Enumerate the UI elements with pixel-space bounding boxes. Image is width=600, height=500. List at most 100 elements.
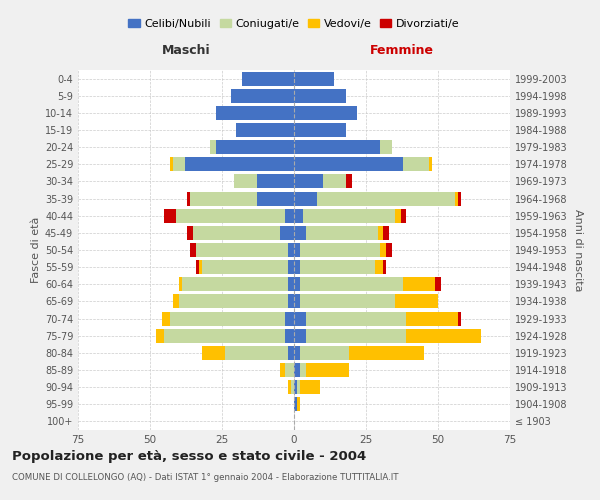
Text: Maschi: Maschi [161, 44, 211, 58]
Bar [199, 260, 202, 274]
Bar [297, 398, 300, 411]
Bar [182, 278, 288, 291]
Text: Femmine: Femmine [370, 44, 434, 58]
Bar [380, 243, 386, 257]
Bar [179, 278, 182, 291]
Bar [190, 243, 196, 257]
Bar [211, 140, 216, 154]
Bar [395, 294, 438, 308]
Bar [225, 346, 288, 360]
Bar [185, 158, 294, 172]
Bar [294, 140, 380, 154]
Bar [305, 312, 406, 326]
Bar [294, 398, 297, 411]
Bar [257, 192, 294, 205]
Bar [294, 294, 300, 308]
Bar [257, 174, 294, 188]
Bar [294, 260, 300, 274]
Bar [156, 328, 164, 342]
Bar [374, 260, 383, 274]
Bar [286, 363, 294, 377]
Bar [280, 363, 286, 377]
Bar [236, 123, 294, 137]
Text: COMUNE DI COLLELONGO (AQ) - Dati ISTAT 1° gennaio 2004 - Elaborazione TUTTITALIA: COMUNE DI COLLELONGO (AQ) - Dati ISTAT 1… [12, 472, 398, 482]
Bar [294, 106, 358, 120]
Bar [294, 88, 346, 102]
Bar [300, 260, 374, 274]
Bar [294, 328, 305, 342]
Bar [300, 363, 305, 377]
Bar [288, 380, 291, 394]
Bar [161, 312, 170, 326]
Bar [406, 312, 458, 326]
Bar [164, 208, 176, 222]
Bar [294, 226, 305, 240]
Bar [179, 294, 288, 308]
Bar [294, 312, 305, 326]
Y-axis label: Anni di nascita: Anni di nascita [573, 209, 583, 291]
Bar [288, 278, 294, 291]
Bar [294, 346, 300, 360]
Bar [230, 88, 294, 102]
Bar [305, 363, 349, 377]
Bar [173, 158, 185, 172]
Bar [187, 192, 190, 205]
Bar [294, 278, 300, 291]
Bar [288, 243, 294, 257]
Bar [305, 226, 377, 240]
Bar [294, 363, 300, 377]
Bar [294, 208, 302, 222]
Bar [294, 158, 403, 172]
Bar [187, 226, 193, 240]
Bar [294, 380, 297, 394]
Bar [300, 243, 380, 257]
Bar [383, 226, 389, 240]
Bar [305, 328, 406, 342]
Bar [403, 158, 430, 172]
Bar [164, 328, 286, 342]
Bar [403, 278, 435, 291]
Bar [430, 158, 432, 172]
Bar [294, 174, 323, 188]
Bar [233, 174, 257, 188]
Bar [383, 260, 386, 274]
Bar [170, 312, 286, 326]
Bar [346, 174, 352, 188]
Bar [291, 380, 294, 394]
Bar [196, 260, 199, 274]
Bar [300, 294, 395, 308]
Bar [317, 192, 455, 205]
Bar [286, 312, 294, 326]
Bar [302, 208, 395, 222]
Bar [173, 294, 179, 308]
Bar [216, 140, 294, 154]
Bar [294, 243, 300, 257]
Bar [455, 192, 458, 205]
Bar [300, 346, 349, 360]
Bar [323, 174, 346, 188]
Bar [196, 243, 288, 257]
Bar [202, 346, 225, 360]
Bar [294, 123, 346, 137]
Bar [377, 226, 383, 240]
Bar [294, 72, 334, 86]
Bar [294, 192, 317, 205]
Bar [170, 158, 173, 172]
Bar [280, 226, 294, 240]
Bar [176, 208, 286, 222]
Bar [458, 312, 461, 326]
Bar [395, 208, 401, 222]
Bar [288, 260, 294, 274]
Text: Popolazione per età, sesso e stato civile - 2004: Popolazione per età, sesso e stato civil… [12, 450, 366, 463]
Bar [458, 192, 461, 205]
Bar [193, 226, 280, 240]
Bar [435, 278, 441, 291]
Bar [406, 328, 481, 342]
Bar [288, 346, 294, 360]
Bar [202, 260, 288, 274]
Y-axis label: Fasce di età: Fasce di età [31, 217, 41, 283]
Bar [300, 380, 320, 394]
Bar [288, 294, 294, 308]
Bar [190, 192, 257, 205]
Bar [216, 106, 294, 120]
